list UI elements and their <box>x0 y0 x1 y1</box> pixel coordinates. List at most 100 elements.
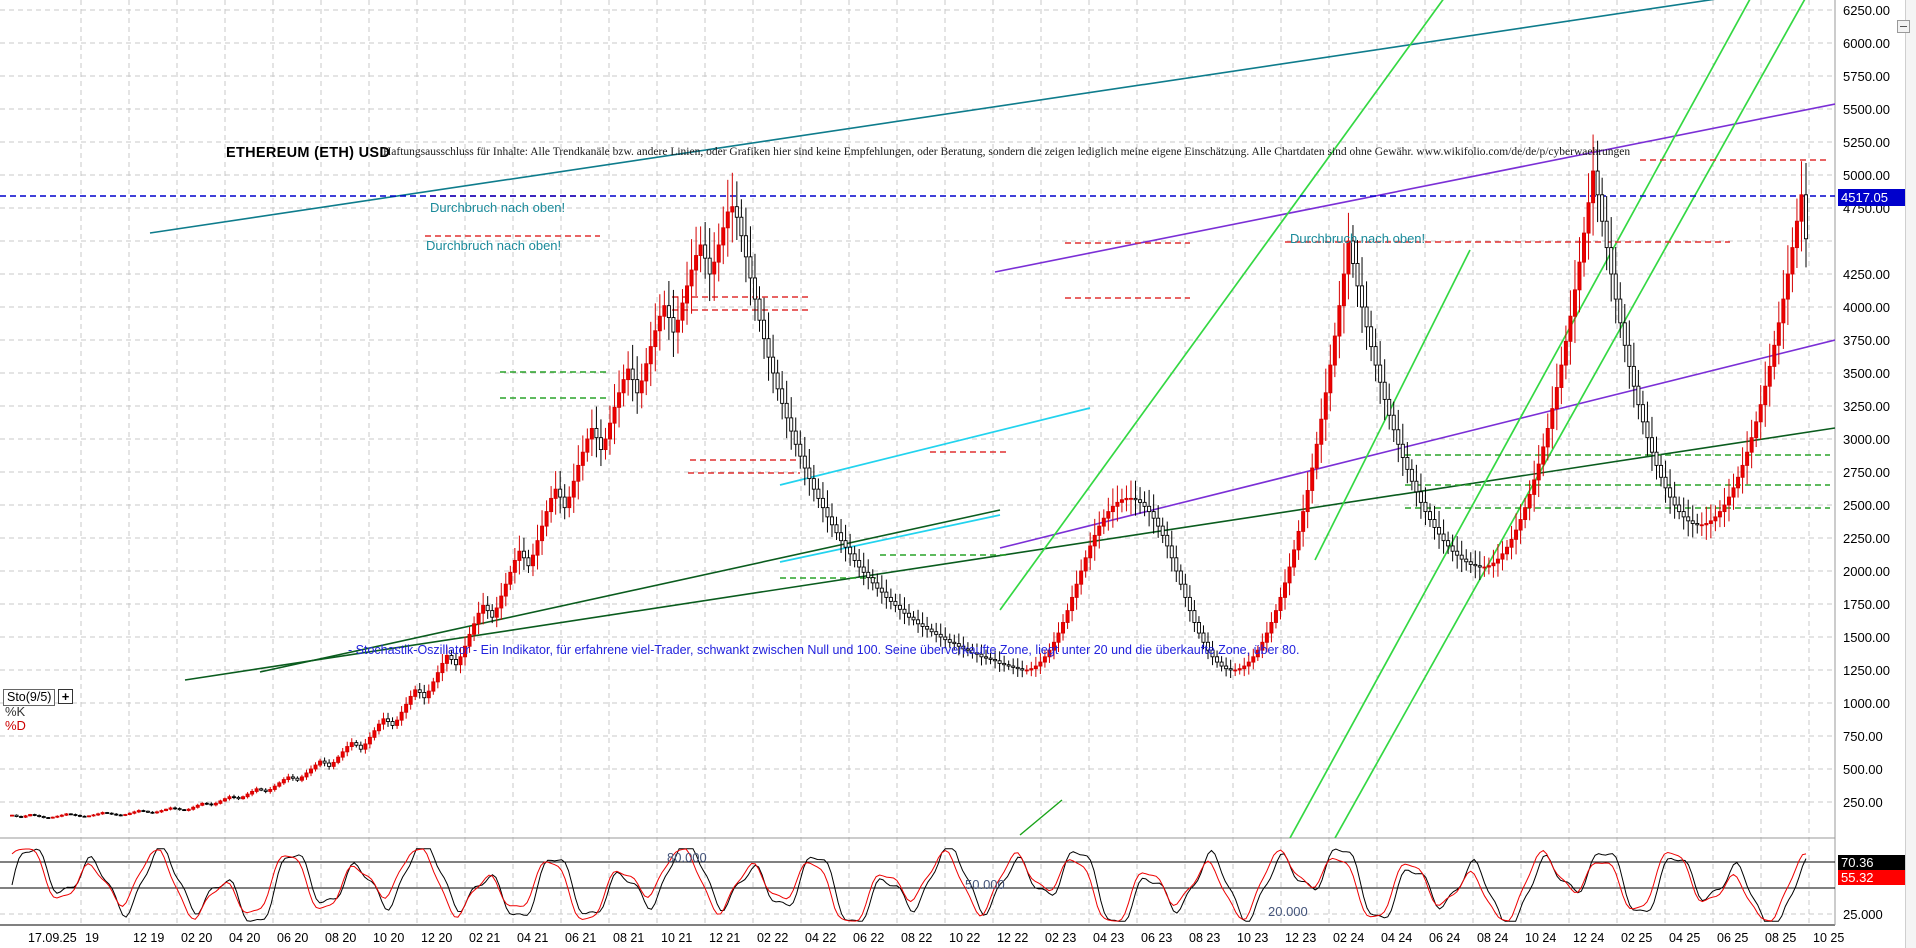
vertical-scrollbar[interactable] <box>1905 0 1916 948</box>
page-title: ETHEREUM (ETH) USD <box>226 145 391 161</box>
time-tick-10: 04 21 <box>517 931 549 945</box>
time-tick-22: 04 23 <box>1093 931 1125 945</box>
disclaimer-text: Haftungsausschluss für Inhalte: Alle Tre… <box>383 146 1631 158</box>
price-tick-1250: 1250.00 <box>1843 663 1890 678</box>
indicator-plot-background <box>0 845 1835 925</box>
time-tick-32: 12 24 <box>1573 931 1605 945</box>
green-dashed-support-group <box>500 371 1830 579</box>
time-tick-37: 10 25 <box>1813 931 1845 945</box>
indicator-watermark-50: 50.000 <box>965 877 1005 892</box>
time-tick-31: 10 24 <box>1525 931 1557 945</box>
collapse-icon[interactable] <box>1897 20 1910 33</box>
time-tick-16: 04 22 <box>805 931 837 945</box>
price-tick-3250: 3250.00 <box>1843 399 1890 414</box>
main-plot-background <box>0 0 1835 838</box>
price-tick-6000: 6000.00 <box>1843 36 1890 51</box>
time-tick-15: 02 22 <box>757 931 789 945</box>
light-green-channel-right <box>1334 0 1806 838</box>
time-tick-11: 06 21 <box>565 931 597 945</box>
stochastic-note: - Stochastik-Oszillator - Ein Indikator,… <box>348 643 1300 657</box>
purple-channel-upper <box>994 103 1835 273</box>
time-tick-7: 10 20 <box>373 931 405 945</box>
time-tick-1: 19 <box>85 931 99 945</box>
time-tick-27: 02 24 <box>1333 931 1365 945</box>
stochastic-k-line <box>11 848 1807 922</box>
indicator-d-label: %D <box>5 718 26 733</box>
time-tick-17: 06 22 <box>853 931 885 945</box>
price-tick-2250: 2250.00 <box>1843 531 1890 546</box>
light-green-channel-mid <box>1289 0 1751 838</box>
annotation-durchbruch-2: Durchbruch nach oben! <box>426 238 562 253</box>
time-tick-2: 12 19 <box>133 931 165 945</box>
price-tick-3500: 3500.00 <box>1843 366 1890 381</box>
price-tick-1000: 1000.00 <box>1843 696 1890 711</box>
price-tick-750: 750.00 <box>1843 729 1883 744</box>
indicator-k-value-tag: 70.36 <box>1838 855 1910 870</box>
indicator-d-value-tag: 55.32 <box>1838 870 1910 885</box>
time-tick-8: 12 20 <box>421 931 453 945</box>
indicator-watermark-20: 20.000 <box>1268 904 1308 919</box>
time-tick-26: 12 23 <box>1285 931 1317 945</box>
price-tick-4250: 4250.00 <box>1843 267 1890 282</box>
green-pointer-line <box>1019 799 1063 836</box>
time-tick-18: 08 22 <box>901 931 933 945</box>
teal-uptrend-line <box>149 0 1715 234</box>
price-tick-2500: 2500.00 <box>1843 498 1890 513</box>
time-tick-36: 08 25 <box>1765 931 1797 945</box>
time-tick-12: 08 21 <box>613 931 645 945</box>
vertical-gridlines <box>80 0 1810 925</box>
time-tick-19: 10 22 <box>949 931 981 945</box>
time-tick-25: 10 23 <box>1237 931 1269 945</box>
dark-green-support-line <box>184 427 1835 681</box>
price-tick-5000: 5000.00 <box>1843 168 1890 183</box>
time-tick-3: 02 20 <box>181 931 213 945</box>
price-tick-1500: 1500.00 <box>1843 630 1890 645</box>
price-tick-250: 250.00 <box>1843 795 1883 810</box>
current-price-tag: 4517.05 <box>1838 189 1910 206</box>
light-green-channel-left <box>999 0 1444 611</box>
price-tick-2000: 2000.00 <box>1843 564 1890 579</box>
dark-green-support-line-2 <box>259 509 1001 673</box>
time-tick-13: 10 21 <box>661 931 693 945</box>
indicator-name-badge[interactable]: Sto(9/5) <box>3 689 56 706</box>
time-tick-20: 12 22 <box>997 931 1029 945</box>
light-green-minor-line <box>1314 249 1471 561</box>
price-tick-2750: 2750.00 <box>1843 465 1890 480</box>
annotation-durchbruch-3: Durchbruch nach oben! <box>1290 231 1426 246</box>
price-tick-5250: 5250.00 <box>1843 135 1890 150</box>
price-tick-5500: 5500.00 <box>1843 102 1890 117</box>
price-candlestick-series <box>10 134 1808 819</box>
price-tick-3750: 3750.00 <box>1843 333 1890 348</box>
time-tick-21: 02 23 <box>1045 931 1077 945</box>
price-tick-4000: 4000.00 <box>1843 300 1890 315</box>
time-tick-23: 06 23 <box>1141 931 1173 945</box>
time-tick-24: 08 23 <box>1189 931 1221 945</box>
indicator-tick-25: 25.000 <box>1843 907 1883 922</box>
annotation-durchbruch-1: Durchbruch nach oben! <box>430 200 566 215</box>
time-tick-9: 02 21 <box>469 931 501 945</box>
purple-channel-lower <box>999 339 1835 549</box>
time-tick-35: 06 25 <box>1717 931 1749 945</box>
time-tick-28: 04 24 <box>1381 931 1413 945</box>
price-tick-1750: 1750.00 <box>1843 597 1890 612</box>
time-tick-29: 06 24 <box>1429 931 1461 945</box>
cyan-channel-lower <box>779 514 1001 563</box>
time-tick-33: 02 25 <box>1621 931 1653 945</box>
indicator-k-label: %K <box>5 704 26 719</box>
price-tick-6250: 6250.00 <box>1843 3 1890 18</box>
plus-icon[interactable]: + <box>58 689 73 704</box>
price-tick-5750: 5750.00 <box>1843 69 1890 84</box>
price-tick-500: 500.00 <box>1843 762 1883 777</box>
time-tick-14: 12 21 <box>709 931 741 945</box>
time-tick-30: 08 24 <box>1477 931 1509 945</box>
price-tick-3000: 3000.00 <box>1843 432 1890 447</box>
time-tick-6: 08 20 <box>325 931 357 945</box>
time-tick-4: 04 20 <box>229 931 261 945</box>
time-tick-34: 04 25 <box>1669 931 1701 945</box>
indicator-watermark-80: 80.000 <box>667 850 707 865</box>
stochastic-d-line <box>11 848 1807 922</box>
time-tick-5: 06 20 <box>277 931 309 945</box>
cyan-channel-upper <box>779 407 1091 486</box>
